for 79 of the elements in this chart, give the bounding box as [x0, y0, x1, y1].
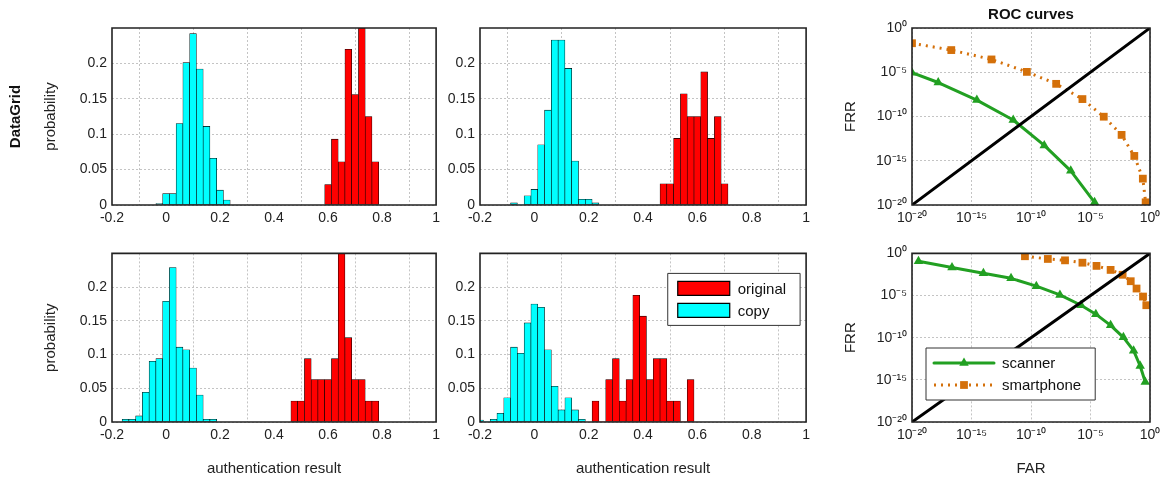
y-tick-label: 0.2	[455, 277, 476, 294]
x-tick-label: 10⁰	[1139, 209, 1161, 226]
x-tick-label: 0.4	[264, 209, 284, 226]
y-tick-label: 0.05	[79, 160, 108, 177]
y-tick-label: 0.05	[79, 379, 108, 396]
x-tick-label: 1	[802, 209, 811, 226]
chart-title: ROC curves	[988, 4, 1074, 22]
x-tick-label: 0.4	[264, 426, 284, 443]
x-tick-label: 0	[530, 209, 539, 226]
x-tick-label: 0.8	[742, 209, 762, 226]
y-tick-label: 0.1	[455, 125, 476, 142]
y-tick-label: 0.2	[87, 54, 108, 71]
x-axis-title: authentication result	[575, 459, 712, 477]
y-tick-label: 0	[467, 195, 476, 212]
y-tick-label: 0.05	[447, 160, 476, 177]
y-tick-label: 0.1	[455, 345, 476, 362]
y-tick-label: 0.15	[447, 311, 476, 328]
y-tick-label: 0	[467, 412, 476, 429]
x-axis-title: FAR	[1016, 459, 1046, 477]
legend-label: copy	[737, 301, 770, 319]
legend-label: smartphone	[1002, 376, 1082, 394]
x-tick-label: 0.4	[633, 209, 653, 226]
text: DataGrid	[6, 84, 24, 149]
x-tick-label: -0.2	[467, 209, 493, 226]
y-tick-label: 0	[99, 412, 108, 429]
x-tick-label: 0.6	[687, 209, 708, 226]
x-tick-label: 0.4	[633, 426, 653, 443]
x-tick-label: 10⁻⁵	[1077, 209, 1104, 226]
y-tick-label: 0.15	[447, 89, 476, 106]
y-tick-label: 10⁻⁵	[880, 286, 907, 303]
x-tick-label: 0	[530, 426, 539, 443]
y-axis-title: FRR	[841, 322, 859, 354]
y-tick-label: 10⁻²⁰	[876, 412, 907, 429]
y-tick-label: 0	[99, 195, 108, 212]
y-tick-label: 0.05	[447, 379, 476, 396]
x-tick-label: 10⁻¹⁵	[955, 426, 988, 443]
x-tick-label: 0.6	[318, 209, 339, 226]
x-tick-label: 1	[432, 209, 441, 226]
x-tick-label: 10⁻⁵	[1077, 426, 1104, 443]
x-tick-label: 10⁻¹⁵	[955, 209, 988, 226]
x-tick-label: 0.8	[372, 426, 393, 443]
x-tick-label: 0.8	[372, 209, 393, 226]
y-tick-label: 0.15	[79, 89, 108, 106]
x-tick-label: 0.6	[687, 426, 708, 443]
y-axis-title: probability	[41, 303, 59, 372]
y-tick-label: 0.15	[79, 311, 108, 328]
x-tick-label: 0.6	[318, 426, 339, 443]
y-tick-label: 10⁻¹⁰	[876, 328, 907, 345]
x-tick-label: 0.2	[210, 209, 230, 226]
y-axis-title: probability	[41, 81, 59, 151]
y-tick-label: 10⁻¹⁵	[875, 151, 907, 168]
x-tick-label: 1	[432, 426, 441, 443]
x-tick-label: 0	[162, 209, 171, 226]
x-tick-label: 0.2	[578, 426, 599, 443]
legend-label: original	[737, 279, 787, 297]
x-axis-title: authentication result	[206, 459, 343, 477]
y-tick-label: 0.2	[455, 54, 476, 71]
y-tick-label: 10⁻¹⁰	[876, 107, 907, 124]
x-tick-label: 0	[162, 426, 171, 443]
y-tick-label: 0.1	[87, 345, 108, 362]
legend-label: scanner	[1002, 354, 1056, 372]
y-tick-label: 10⁻⁵	[880, 63, 907, 80]
y-tick-label: 10⁻¹⁵	[875, 370, 907, 387]
x-tick-label: -0.2	[99, 209, 125, 226]
y-tick-label: 10⁰	[886, 18, 907, 35]
y-axis-title: FRR	[841, 100, 859, 132]
y-tick-label: 0.1	[87, 125, 108, 142]
x-tick-label: 0.2	[578, 209, 599, 226]
x-tick-label: 0.2	[210, 426, 230, 443]
x-tick-label: 10⁻¹⁰	[1015, 426, 1047, 443]
x-tick-label: -0.2	[99, 426, 125, 443]
x-tick-label: 10⁻¹⁰	[1015, 209, 1047, 226]
y-tick-label: 10⁰	[886, 244, 907, 261]
y-tick-label: 0.2	[87, 277, 108, 294]
x-tick-label: -0.2	[467, 426, 493, 443]
x-tick-label: 0.8	[742, 426, 762, 443]
x-tick-label: 10⁰	[1139, 426, 1161, 443]
y-tick-label: 10⁻²⁰	[876, 195, 907, 212]
x-tick-label: 1	[802, 426, 811, 443]
